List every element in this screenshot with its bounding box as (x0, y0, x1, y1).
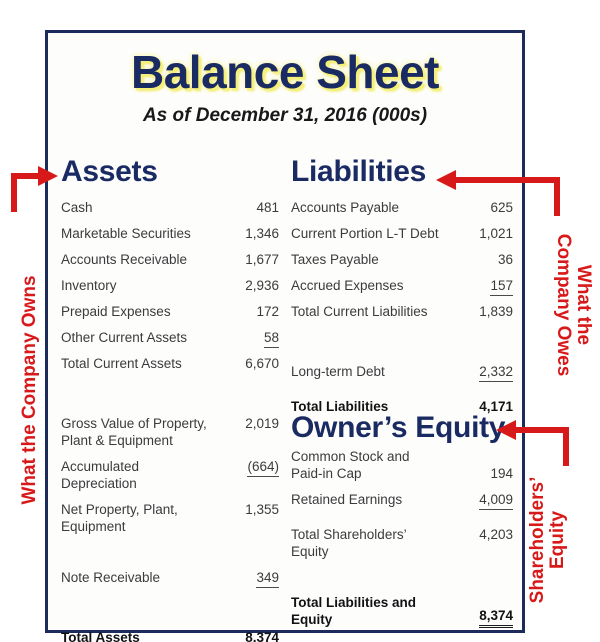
row-value: 36 (497, 252, 513, 267)
table-row: Other Current Assets 58 (61, 329, 279, 355)
row-label: Retained Earnings (291, 492, 403, 507)
table-row: Total Current Assets 6,670 (61, 355, 279, 381)
row-value: 4,171 (479, 399, 513, 414)
row-label: Net Property, Plant, Equipment (61, 502, 178, 534)
row-label: Inventory (61, 278, 117, 293)
table-row: Accounts Payable 625 (291, 199, 513, 225)
row-value: 481 (256, 200, 279, 215)
row-label: Prepaid Expenses (61, 304, 171, 319)
row-label: Current Portion L-T Debt (291, 226, 439, 241)
row-label: Accumulated Depreciation (61, 459, 140, 491)
table-row: Net Property, Plant, Equipment 1,355 (61, 501, 279, 535)
row-label: Accounts Receivable (61, 252, 188, 267)
table-row: Cash 481 (61, 199, 279, 225)
row-value: 4,009 (479, 491, 513, 510)
row-label: Total Shareholders’ Equity (291, 527, 407, 559)
table-row-total: Total Liabilities 4,171 (291, 398, 513, 424)
row-label: Accrued Expenses (291, 278, 404, 293)
table-row-total: Total Liabilities and Equity 8,374 (291, 594, 513, 628)
row-value: (664) (247, 458, 279, 477)
row-value: 1,355 (245, 502, 279, 517)
table-row: Total Shareholders’ Equity 4,203 (291, 526, 513, 560)
row-value: 2,936 (245, 278, 279, 293)
row-label: Total Current Liabilities (291, 304, 428, 319)
row-label: Cash (61, 200, 93, 215)
annotation-shareholders-equity: Shareholders’ Equity (527, 420, 568, 642)
row-value: 1,021 (479, 226, 513, 241)
section-heading-owners-equity: Owner’s Equity (291, 411, 506, 444)
table-row: Total Current Liabilities 1,839 (291, 303, 513, 329)
table-row: Note Receivable 349 (61, 569, 279, 595)
table-row: Accrued Expenses 157 (291, 277, 513, 303)
annotation-what-the-company-owns: What the Company Owns (19, 260, 40, 520)
row-label: Common Stock and Paid-in Cap (291, 449, 410, 481)
row-label: Total Current Assets (61, 356, 182, 371)
table-row: Accounts Receivable 1,677 (61, 251, 279, 277)
row-label: Total Assets (61, 630, 140, 642)
row-value: 2,332 (479, 363, 513, 382)
annotation-line: What the (573, 264, 594, 346)
row-value: 172 (256, 304, 279, 319)
table-row-total: Total Assets 8,374 (61, 629, 279, 642)
row-label: Marketable Securities (61, 226, 191, 241)
row-value: 4,203 (479, 527, 513, 542)
row-label: Gross Value of Property, Plant & Equipme… (61, 416, 207, 448)
equity-table: Common Stock and Paid-in Cap 194 Retaine… (291, 448, 513, 628)
row-value: 1,677 (245, 252, 279, 267)
table-row: Gross Value of Property, Plant & Equipme… (61, 415, 279, 449)
row-value: 1,839 (479, 304, 513, 319)
table-row: Inventory 2,936 (61, 277, 279, 303)
table-row: Current Portion L-T Debt 1,021 (291, 225, 513, 251)
table-row: Retained Earnings 4,009 (291, 491, 513, 517)
table-row: Taxes Payable 36 (291, 251, 513, 277)
row-value: 58 (263, 329, 279, 348)
table-row: Long-term Debt 2,332 (291, 363, 513, 389)
section-heading-liabilities: Liabilities (291, 155, 427, 188)
row-value: 349 (256, 569, 279, 588)
table-row: Prepaid Expenses 172 (61, 303, 279, 329)
row-label: Total Liabilities (291, 399, 389, 414)
row-value: 194 (490, 466, 513, 481)
table-row: Common Stock and Paid-in Cap 194 (291, 448, 513, 482)
section-heading-assets: Assets (61, 155, 158, 188)
row-label: Long-term Debt (291, 364, 385, 379)
balance-sheet-frame: Balance Sheet As of December 31, 2016 (0… (45, 30, 525, 642)
page-subtitle: As of December 31, 2016 (000s) (142, 105, 428, 126)
row-value: 625 (490, 200, 513, 215)
row-value: 6,670 (245, 356, 279, 371)
row-label: Taxes Payable (291, 252, 379, 267)
row-label: Accounts Payable (291, 200, 400, 215)
row-label: Other Current Assets (61, 330, 188, 345)
row-value: 1,346 (245, 226, 279, 241)
table-row: Marketable Securities 1,346 (61, 225, 279, 251)
row-value: 8,374 (245, 629, 279, 642)
annotation-line: Equity (547, 510, 568, 570)
liabilities-table: Accounts Payable 625 Current Portion L-T… (291, 199, 513, 424)
table-row: Accumulated Depreciation (664) (61, 458, 279, 492)
annotation-what-the-company-owes: What the Company Owes (553, 185, 594, 425)
row-label: Note Receivable (61, 570, 161, 585)
annotation-line: Shareholders’ (527, 476, 548, 604)
row-value: 8,374 (479, 607, 513, 628)
page-title: Balance Sheet (131, 46, 439, 98)
row-label: Total Liabilities and Equity (291, 595, 417, 627)
assets-table: Cash 481 Marketable Securities 1,346 Acc… (61, 199, 279, 642)
annotation-line: Company Owes (553, 233, 574, 377)
row-value: 2,019 (245, 416, 279, 431)
annotation-line: What the Company Owns (19, 275, 40, 505)
row-value: 157 (490, 277, 513, 296)
